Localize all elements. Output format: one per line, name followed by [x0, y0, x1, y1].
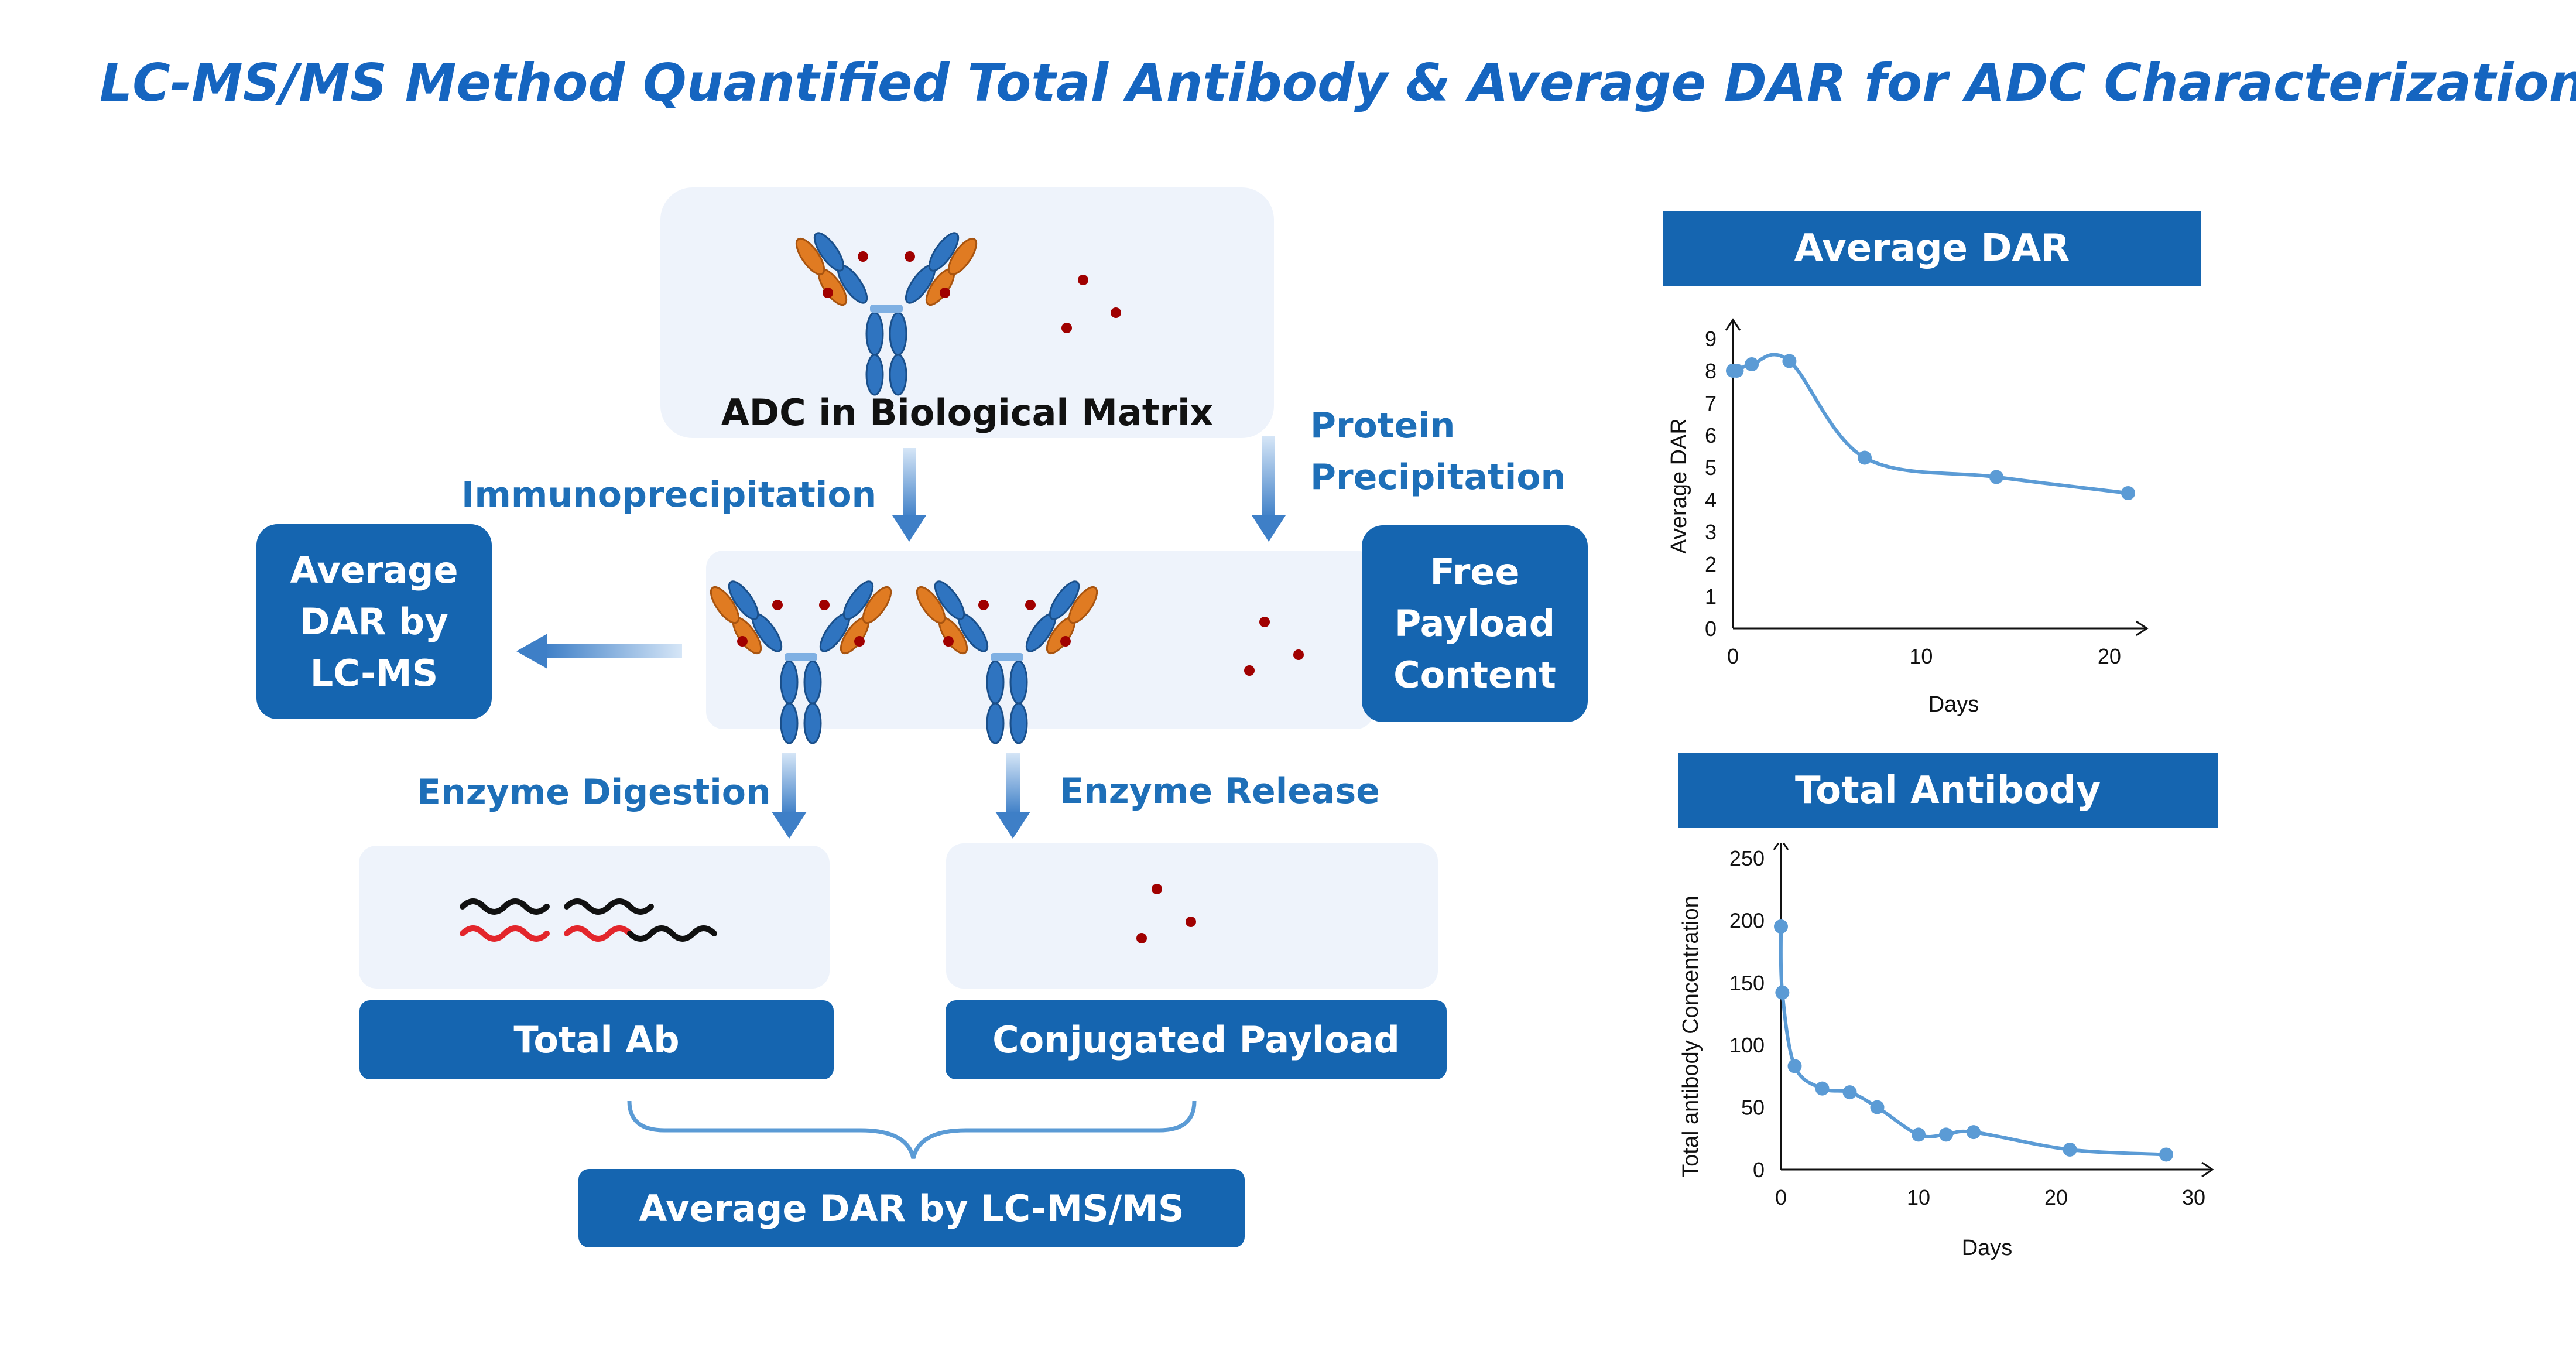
y-tick-label: 3 [1705, 520, 1717, 544]
data-point [2063, 1142, 2077, 1157]
protein-precipitation-line-2: Precipitation [1310, 457, 1566, 498]
page-title: LC-MS/MS Method Quantified Total Antibod… [100, 53, 2576, 113]
data-point [1815, 1081, 1830, 1096]
data-point [1729, 364, 1744, 378]
y-tick-label: 6 [1705, 423, 1717, 447]
x-axis-label: Days [1962, 1236, 2013, 1260]
arrow-enzyme-release [995, 753, 1030, 839]
grouping-brace [627, 1100, 1197, 1159]
free-payload-line-1: Free [1430, 551, 1520, 593]
data-point [2121, 486, 2135, 500]
y-tick-label: 4 [1705, 488, 1717, 512]
y-tick-label: 250 [1729, 846, 1765, 870]
data-point [1967, 1125, 1981, 1140]
payload-dot [1293, 649, 1304, 660]
data-point [1774, 919, 1788, 934]
y-tick-label: 50 [1741, 1096, 1765, 1120]
data-point [1912, 1127, 1926, 1142]
data-point [1989, 470, 2003, 484]
data-point [1870, 1100, 1885, 1114]
chart-header-total-antibody: Total Antibody [1678, 753, 2218, 828]
x-tick-label: 20 [2098, 644, 2121, 668]
payload-dot [1061, 323, 1072, 333]
release-panel [946, 843, 1438, 989]
free-payload-line-3: Content [1393, 654, 1556, 696]
data-point [1745, 357, 1759, 371]
avg-dar-lcms-line-1: Average [290, 548, 458, 592]
free-payload-line-2: Payload [1394, 602, 1556, 645]
protein-precipitation-line-1: Protein [1310, 405, 1455, 446]
x-tick-label: 0 [1775, 1185, 1787, 1209]
matrix-panel [660, 187, 1274, 438]
avg-dar-lcms-line-3: LC-MS [310, 651, 439, 695]
antibody-icon [790, 228, 982, 396]
y-tick-label: 1 [1705, 584, 1717, 608]
y-tick-label: 100 [1729, 1033, 1765, 1057]
x-tick-label: 20 [2044, 1185, 2068, 1209]
series-line [1779, 926, 2167, 1157]
y-tick-label: 2 [1705, 552, 1717, 576]
payload-dot [1244, 665, 1255, 676]
payload-dot [1111, 307, 1121, 318]
immunoprecipitation-label: Immunoprecipitation [461, 474, 877, 515]
matrix-caption: ADC in Biological Matrix [721, 391, 1214, 434]
y-tick-label: 9 [1705, 327, 1717, 351]
y-tick-label: 0 [1753, 1158, 1765, 1182]
avg-dar-chart: 0 1 2 3 4 5 6 7 8 9 0 10 20 Days Average DAR [1667, 318, 2149, 717]
avg-dar-lcms-line-2: DAR by [300, 600, 448, 643]
payload-dot [1078, 275, 1088, 285]
payload-dot [1186, 917, 1196, 927]
x-axis-arrow-icon [2201, 1161, 2214, 1178]
enzyme-digestion-label: Enzyme Digestion [417, 772, 771, 813]
data-point [2159, 1147, 2173, 1162]
data-point [1842, 1085, 1857, 1100]
payload-dot [1136, 933, 1147, 943]
free-payload-box: Free Payload Content [1362, 525, 1588, 722]
data-point [1787, 1059, 1802, 1073]
digest-panel [359, 846, 830, 989]
protein-precipitation-label: Protein Precipitation [1310, 400, 1566, 503]
y-tick-label: 0 [1705, 617, 1717, 641]
payload-dot [1152, 884, 1162, 894]
arrow-to-avg-dar-lcms [516, 634, 682, 669]
total-antibody-chart: 0 50 100 150 200 250 0 10 20 30 Days Total antibo… [1678, 843, 2214, 1260]
antibody-icon [911, 576, 1103, 744]
antibody-icon [705, 576, 897, 744]
data-point [1775, 985, 1790, 1000]
y-tick-label: 200 [1729, 908, 1765, 932]
x-tick-label: 10 [1909, 644, 1933, 668]
y-axis-arrow-icon [1725, 318, 1741, 331]
y-axis-label: Average DAR [1667, 418, 1691, 554]
chart-header-avg-dar: Average DAR [1663, 211, 2201, 286]
arrow-enzyme-digestion [772, 753, 807, 839]
y-tick-label: 5 [1705, 456, 1717, 480]
data-point [1939, 1127, 1953, 1142]
avg-dar-lcms-box: Average DAR by LC-MS [256, 524, 492, 719]
avg-dar-lcmsms-label: Average DAR by LC-MS/MS [578, 1169, 1245, 1247]
conjugated-payload-label: Conjugated Payload [946, 1000, 1447, 1079]
data-point [1782, 354, 1797, 368]
data-point [1858, 450, 1872, 465]
total-ab-label: Total Ab [359, 1000, 834, 1079]
y-tick-label: 150 [1729, 971, 1765, 995]
series-line [1732, 353, 2129, 495]
y-axis-arrow-icon [1773, 843, 1789, 850]
x-axis-label: Days [1928, 692, 1979, 717]
y-tick-label: 7 [1705, 391, 1717, 415]
peptide-fragments-icon [460, 898, 717, 942]
y-axis-label: Total antibody Concentration [1678, 895, 1703, 1178]
x-tick-label: 30 [2182, 1185, 2205, 1209]
x-axis-arrow-icon [2136, 620, 2149, 637]
arrow-immunoprecipitation [892, 448, 926, 542]
x-tick-label: 0 [1727, 644, 1739, 668]
payload-dot [1259, 617, 1270, 627]
y-tick-label: 8 [1705, 359, 1717, 383]
enzyme-release-label: Enzyme Release [1060, 771, 1380, 812]
arrow-protein-precipitation [1252, 436, 1286, 542]
x-tick-label: 10 [1907, 1185, 1930, 1209]
